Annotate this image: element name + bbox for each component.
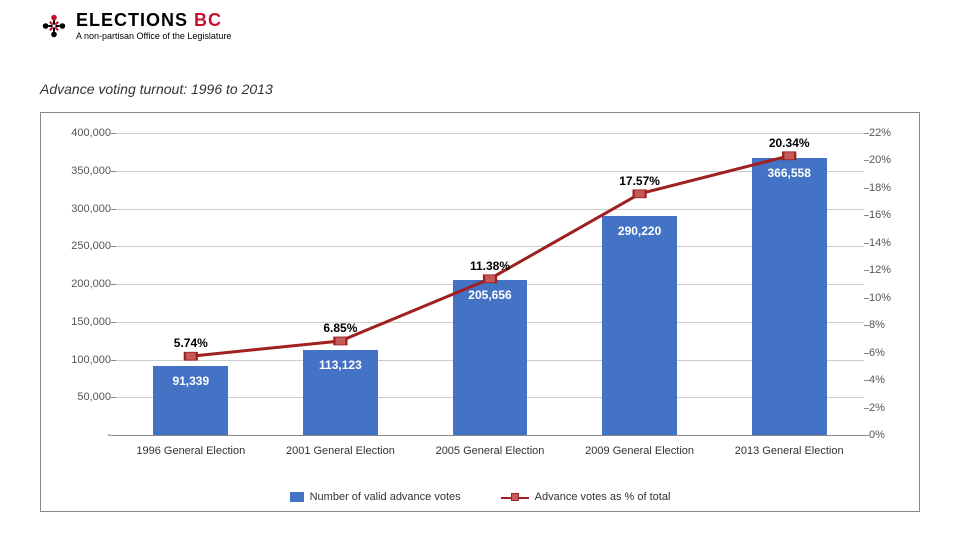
y-left-label: - — [56, 429, 111, 441]
y-left-label: 200,000 — [56, 278, 111, 290]
header: ELECTIONS BC A non-partisan Office of th… — [0, 0, 960, 51]
legend-line-label: Advance votes as % of total — [535, 491, 671, 503]
y-right-label: 14% — [869, 237, 909, 249]
y-right-label: 20% — [869, 154, 909, 166]
y-right-label: 10% — [869, 292, 909, 304]
legend-line-swatch — [501, 491, 529, 503]
x-axis-label: 1996 General Election — [120, 445, 262, 457]
plot-area: -50,000100,000150,000200,000250,000300,0… — [116, 133, 864, 436]
y-left-label: 50,000 — [56, 391, 111, 403]
x-axis-label: 2001 General Election — [269, 445, 411, 457]
x-axis-label: 2009 General Election — [569, 445, 711, 457]
legend-bar: Number of valid advance votes — [290, 491, 461, 503]
y-right-label: 22% — [869, 127, 909, 139]
line-value-label: 11.38% — [470, 259, 510, 273]
y-left-label: 100,000 — [56, 354, 111, 366]
y-right-label: 4% — [869, 374, 909, 386]
y-left-label: 300,000 — [56, 203, 111, 215]
x-axis-label: 2013 General Election — [718, 445, 860, 457]
line-value-label: 5.74% — [174, 336, 208, 350]
legend-line: Advance votes as % of total — [501, 491, 671, 503]
y-right-label: 12% — [869, 264, 909, 276]
y-right-label: 18% — [869, 182, 909, 194]
y-left-label: 250,000 — [56, 240, 111, 252]
legend: Number of valid advance votes Advance vo… — [41, 491, 919, 503]
line-value-label: 6.85% — [323, 321, 357, 335]
y-left-label: 350,000 — [56, 165, 111, 177]
y-right-label: 16% — [869, 209, 909, 221]
y-left-label: 150,000 — [56, 316, 111, 328]
line-value-label: 20.34% — [769, 136, 810, 150]
y-right-label: 2% — [869, 402, 909, 414]
legend-line-marker — [511, 493, 519, 501]
legend-bar-label: Number of valid advance votes — [310, 491, 461, 503]
legend-bar-swatch — [290, 492, 304, 502]
chart-title: Advance voting turnout: 1996 to 2013 — [40, 81, 920, 97]
y-left-tick — [111, 435, 116, 436]
y-right-label: 6% — [869, 347, 909, 359]
line-series — [116, 133, 864, 435]
header-title: ELECTIONS BC — [76, 10, 231, 31]
elections-bc-logo-icon — [40, 12, 68, 40]
y-right-label: 0% — [869, 429, 909, 441]
chart-container: - 50,000 100,000 150,000 200,000 250,000 300,0… — [40, 112, 920, 512]
title-black: ELECTIONS — [76, 10, 194, 30]
y-right-label: 8% — [869, 319, 909, 331]
header-subtitle: A non-partisan Office of the Legislature — [76, 31, 231, 41]
y-left-label: 400,000 — [56, 127, 111, 139]
line-value-label: 17.57% — [619, 174, 660, 188]
x-axis-label: 2005 General Election — [419, 445, 561, 457]
title-red: BC — [194, 10, 222, 30]
